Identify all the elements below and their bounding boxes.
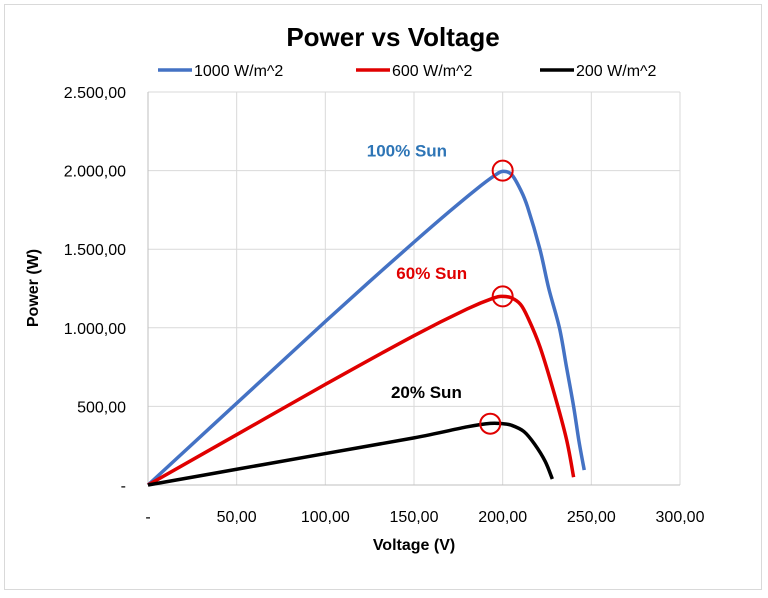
- legend-label: 600 W/m^2: [392, 63, 473, 80]
- y-tick-label: 2.500,00: [64, 85, 126, 102]
- y-tick-label: 1.500,00: [64, 242, 126, 259]
- annotation-label: 60% Sun: [396, 264, 467, 283]
- y-tick-label: 500,00: [77, 399, 126, 416]
- annotation-label: 20% Sun: [391, 383, 462, 402]
- y-tick-label: 2.000,00: [64, 164, 126, 181]
- series-line-2: [147, 421, 554, 487]
- series-line-0: [146, 169, 586, 487]
- legend-label: 1000 W/m^2: [194, 63, 283, 80]
- y-tick-label: 1.000,00: [64, 321, 126, 338]
- y-tick-label: -: [121, 478, 126, 495]
- peak-marker: [491, 159, 514, 182]
- peak-marker: [479, 412, 502, 435]
- x-tick-label: 200,00: [478, 509, 527, 526]
- legend-label: 200 W/m^2: [576, 63, 657, 80]
- x-axis-label: Voltage (V): [373, 537, 455, 554]
- x-tick-label: -: [145, 509, 150, 526]
- x-tick-label: 300,00: [656, 509, 705, 526]
- x-tick-label: 250,00: [567, 509, 616, 526]
- y-axis-label: Power (W): [25, 249, 42, 327]
- chart-title: Power vs Voltage: [286, 22, 499, 52]
- chart-frame: [4, 4, 762, 590]
- x-tick-label: 50,00: [217, 509, 257, 526]
- x-tick-label: 150,00: [390, 509, 439, 526]
- series-line-1: [147, 294, 576, 487]
- annotation-label: 100% Sun: [367, 141, 447, 160]
- peak-marker: [491, 285, 514, 308]
- x-tick-label: 100,00: [301, 509, 350, 526]
